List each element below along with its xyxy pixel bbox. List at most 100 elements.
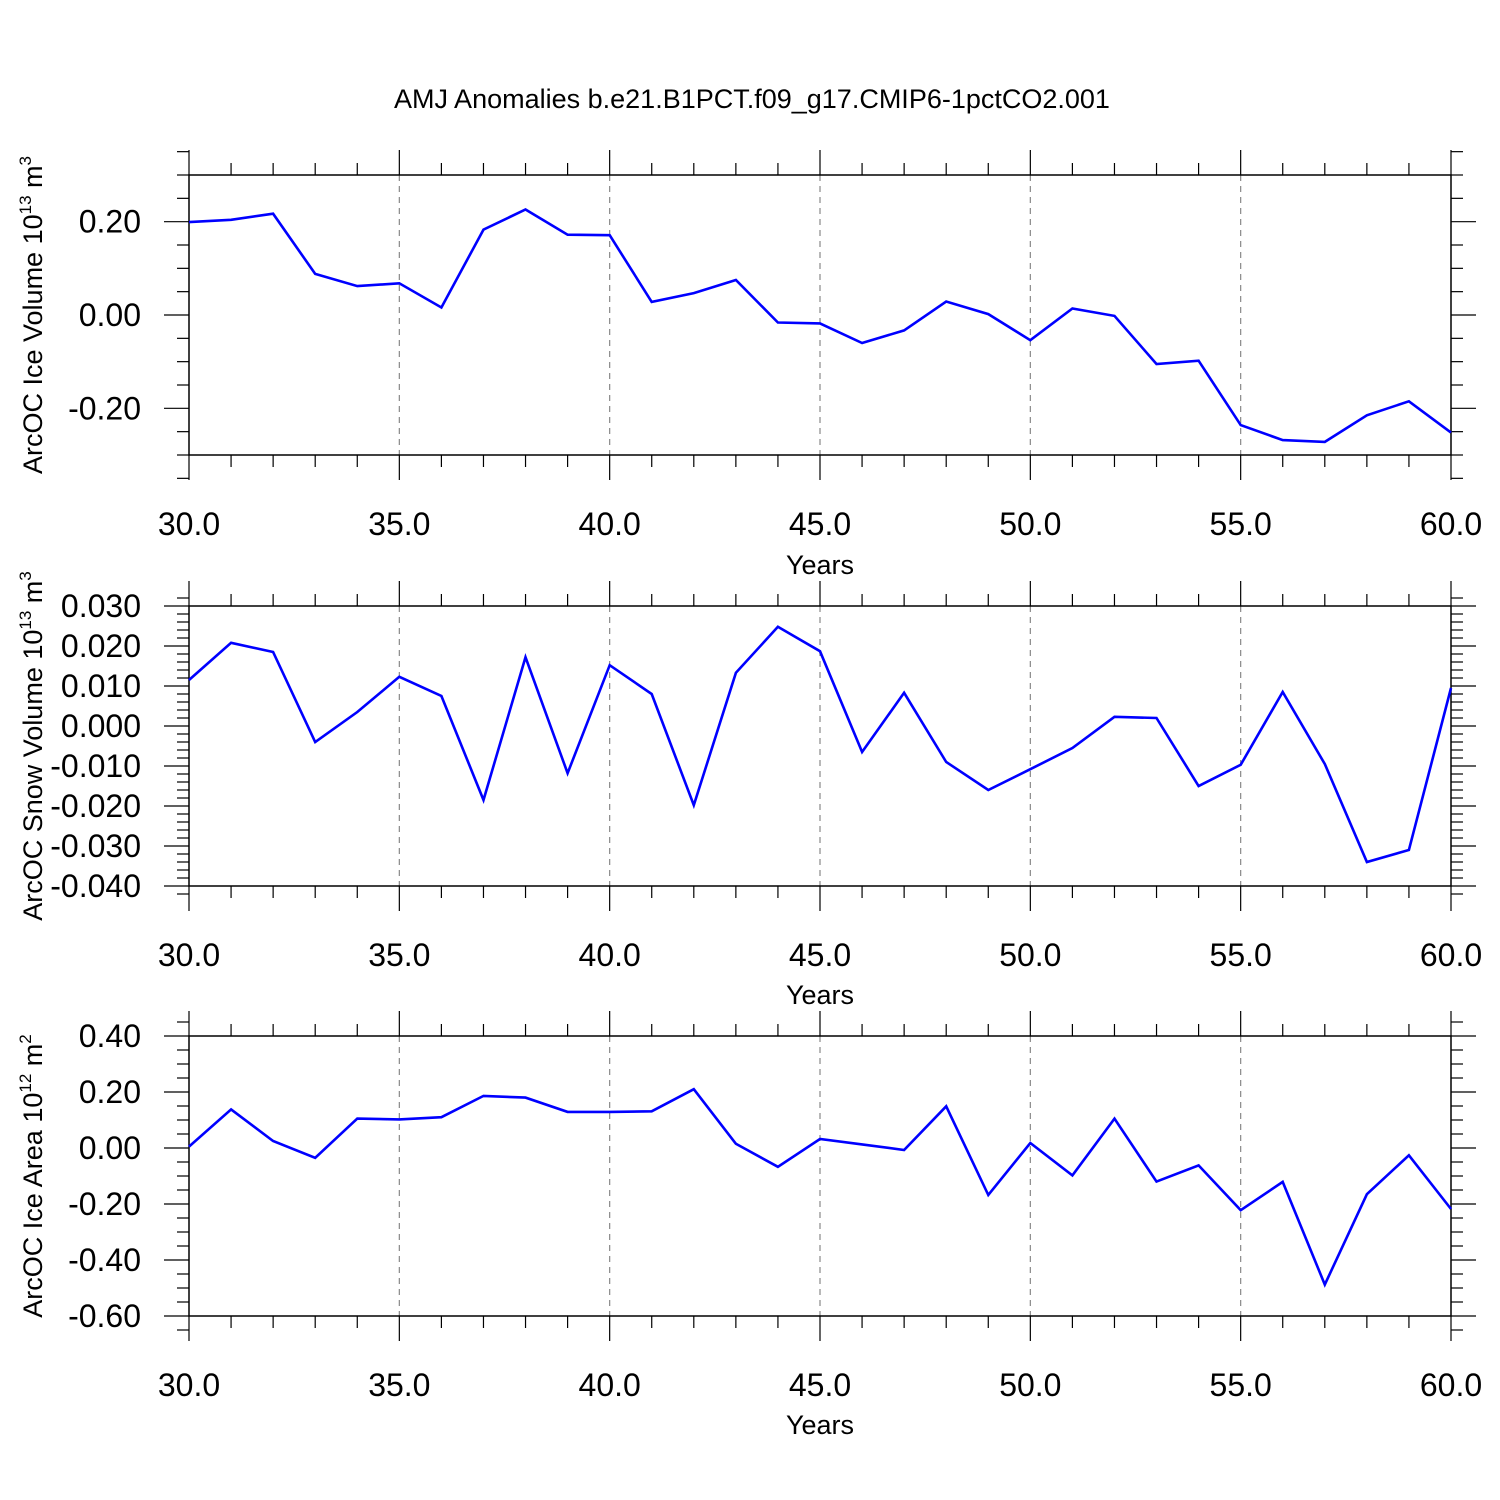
data-point (818, 649, 822, 653)
x-tick-label: 30.0 (158, 506, 220, 542)
data-point (1113, 1117, 1117, 1121)
data-point (944, 1104, 948, 1108)
data-point (1239, 763, 1243, 767)
data-point (1028, 1141, 1032, 1145)
data-point (1449, 686, 1453, 690)
data-point (439, 694, 443, 698)
x-tick-label: 60.0 (1420, 937, 1482, 973)
data-point (229, 218, 233, 222)
y-tick-label: -0.040 (50, 868, 141, 904)
data-point (776, 1165, 780, 1169)
data-point (482, 798, 486, 802)
x-axis-label: Years (786, 550, 854, 580)
x-tick-label: 35.0 (368, 506, 430, 542)
data-point (1365, 1192, 1369, 1196)
data-point (1155, 1180, 1159, 1184)
data-point (1323, 440, 1327, 444)
y-tick-label: 0.20 (79, 204, 141, 240)
x-tick-label: 40.0 (579, 937, 641, 973)
x-tick-label: 60.0 (1420, 1367, 1482, 1403)
data-point (566, 771, 570, 775)
series-line (188, 1087, 1453, 1288)
data-point (1239, 423, 1243, 427)
y-tick-label: -0.40 (68, 1242, 141, 1278)
data-point (397, 1117, 401, 1121)
data-point (1323, 762, 1327, 766)
series-line (188, 625, 1453, 864)
data-point (313, 1156, 317, 1160)
x-tick-label: 40.0 (579, 1367, 641, 1403)
data-point (355, 284, 359, 288)
data-point (187, 678, 191, 682)
x-tick-label: 55.0 (1210, 1367, 1272, 1403)
data-point (313, 272, 317, 276)
x-tick-label: 30.0 (158, 1367, 220, 1403)
data-point (482, 1094, 486, 1098)
y-tick-label: 0.40 (79, 1018, 141, 1054)
data-point (271, 1139, 275, 1143)
y-tick-label: 0.030 (61, 588, 141, 624)
y-axis-label: ArcOC Snow Volume 1013 m3 (16, 571, 48, 921)
data-point (271, 650, 275, 654)
y-axis-label: ArcOC Ice Volume 1013 m3 (16, 156, 48, 474)
data-point (1365, 860, 1369, 864)
data-point (1323, 1283, 1327, 1287)
data-point (734, 278, 738, 282)
data-point (1070, 1173, 1074, 1177)
data-point (860, 341, 864, 345)
x-tick-label: 40.0 (579, 506, 641, 542)
data-point (650, 1109, 654, 1113)
data-point (355, 1117, 359, 1121)
data-point (1407, 399, 1411, 403)
data-point (524, 208, 528, 212)
x-tick-label: 50.0 (999, 937, 1061, 973)
plot-frame (188, 605, 1452, 887)
plot-frame (188, 1035, 1452, 1317)
data-point (986, 788, 990, 792)
data-point (1197, 1163, 1201, 1167)
y-tick-label: 0.00 (79, 297, 141, 333)
data-point (860, 1142, 864, 1146)
data-point (944, 300, 948, 304)
data-point (524, 655, 528, 659)
data-point (902, 691, 906, 695)
data-point (1197, 784, 1201, 788)
x-tick-label: 60.0 (1420, 506, 1482, 542)
data-point (1113, 314, 1117, 318)
data-point (1155, 716, 1159, 720)
data-point (482, 228, 486, 232)
data-point (776, 625, 780, 629)
data-point (986, 1193, 990, 1197)
data-point (1070, 746, 1074, 750)
data-point (776, 321, 780, 325)
data-point (734, 1142, 738, 1146)
data-point (1070, 307, 1074, 311)
x-tick-label: 35.0 (368, 937, 430, 973)
data-point (397, 281, 401, 285)
y-tick-label: 0.020 (61, 628, 141, 664)
y-tick-label: -0.030 (50, 828, 141, 864)
x-axis-label: Years (786, 980, 854, 1010)
y-tick-label: -0.20 (68, 1186, 141, 1222)
data-point (524, 1096, 528, 1100)
data-point (566, 1110, 570, 1114)
data-point (1239, 1208, 1243, 1212)
data-point (692, 803, 696, 807)
plot-frame (188, 174, 1452, 456)
data-point (1407, 848, 1411, 852)
panel-ice-volume: 30.0 35.0 40.0 45.0 50.0 55.0 60.0 -0.20 0.00 0.2… (16, 150, 1482, 580)
x-tick-label: 45.0 (789, 937, 851, 973)
data-point (902, 1148, 906, 1152)
panel-snow-volume: 30.0 35.0 40.0 45.0 50.0 55.0 60.0 -0.040 -0.030… (16, 571, 1482, 1010)
data-point (608, 663, 612, 667)
data-point (1365, 413, 1369, 417)
data-point (650, 300, 654, 304)
data-point (608, 1110, 612, 1114)
data-point (608, 233, 612, 237)
data-point (566, 233, 570, 237)
data-point (439, 306, 443, 310)
data-point (902, 328, 906, 332)
data-point (650, 692, 654, 696)
data-point (986, 312, 990, 316)
data-point (229, 641, 233, 645)
